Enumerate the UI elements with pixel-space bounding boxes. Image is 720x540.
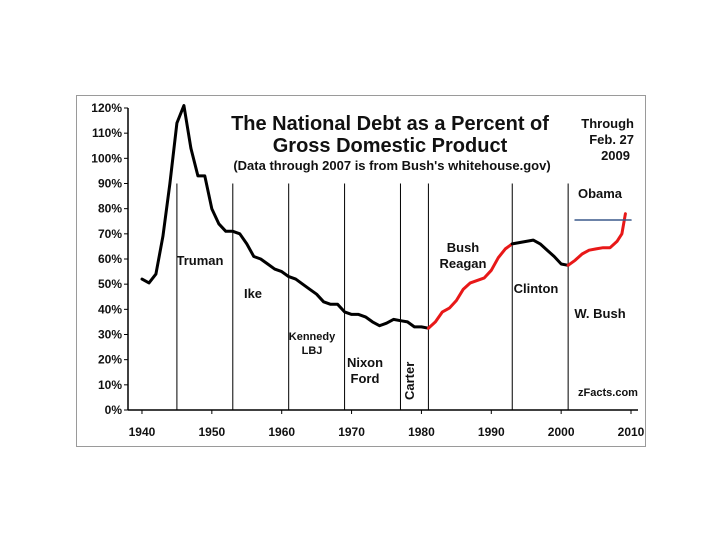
x-tick-label: 1990 — [478, 425, 505, 439]
era-label-reagan: Reagan — [440, 256, 487, 271]
y-tick-label: 60% — [98, 252, 122, 266]
y-tick-label: 20% — [98, 353, 122, 367]
era-label-obama: Obama — [578, 186, 623, 201]
era-label-w-bush: W. Bush — [574, 306, 625, 321]
date-note-line2: Feb. 27 — [589, 132, 634, 147]
x-tick-label: 1950 — [198, 425, 225, 439]
era-label-ford: Ford — [351, 371, 380, 386]
chart-frame — [76, 95, 646, 447]
chart-title-line2: Gross Domestic Product — [273, 135, 508, 157]
series-line-3 — [566, 212, 627, 267]
era-label-ike: Ike — [244, 286, 262, 301]
x-tick-label: 1970 — [338, 425, 365, 439]
era-label-truman: Truman — [177, 253, 224, 268]
date-note-line3: 2009 — [601, 148, 630, 163]
y-tick-label: 50% — [98, 277, 122, 291]
era-label-clinton: Clinton — [514, 281, 559, 296]
source-credit: zFacts.com — [578, 387, 638, 399]
x-tick-label: 1960 — [268, 425, 295, 439]
x-tick-label: 1980 — [408, 425, 435, 439]
y-tick-label: 100% — [91, 151, 122, 165]
x-tick-label: 2000 — [548, 425, 575, 439]
y-tick-label: 120% — [91, 101, 122, 115]
series-line-1 — [426, 242, 514, 330]
chart-title-line1: The National Debt as a Percent of — [231, 113, 549, 135]
era-label-nixon: Nixon — [347, 355, 383, 370]
era-label-carter: Carter — [402, 362, 417, 400]
era-label-lbj: LBJ — [302, 345, 323, 357]
y-tick-label: 70% — [98, 227, 122, 241]
y-tick-label: 110% — [92, 126, 122, 140]
series-line-2 — [510, 238, 570, 267]
y-tick-label: 90% — [98, 177, 122, 191]
y-tick-label: 30% — [98, 328, 122, 342]
era-label-bush: Bush — [447, 240, 480, 255]
x-tick-label: 1940 — [129, 425, 156, 439]
y-tick-label: 40% — [98, 302, 122, 316]
series-line-0 — [140, 104, 430, 330]
y-tick-label: 80% — [98, 202, 122, 216]
date-note-line1: Through — [581, 116, 634, 131]
era-label-kennedy: Kennedy — [289, 331, 336, 343]
chart-subtitle: (Data through 2007 is from Bush's whiteh… — [233, 158, 550, 173]
y-tick-label: 10% — [98, 378, 122, 392]
y-tick-label: 0% — [105, 403, 123, 417]
x-tick-label: 2010 — [618, 425, 645, 439]
